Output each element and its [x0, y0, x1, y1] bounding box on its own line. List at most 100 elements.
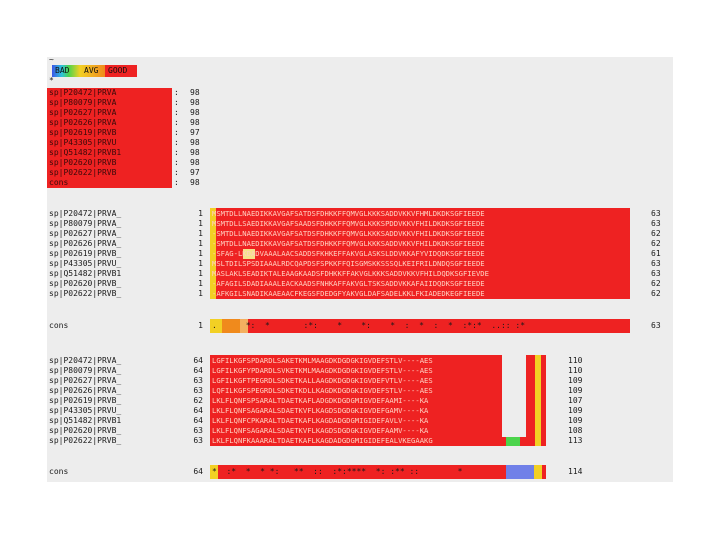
score-row-colon: :: [174, 158, 179, 168]
alignment-row-end: 63: [651, 209, 661, 219]
consensus-end: 63: [651, 321, 661, 331]
alignment-row-start: 63: [187, 376, 203, 386]
alignment-row-end: 109: [568, 416, 582, 426]
alignment-row-end: 107: [568, 396, 582, 406]
alignment-row-name: sp|P02619|PRVB_: [49, 396, 121, 406]
score-row-value: 97: [190, 128, 200, 138]
score-row-value: 98: [190, 108, 200, 118]
alignment-row-name: sp|P02627|PRVA_: [49, 229, 121, 239]
score-row-colon: :: [174, 138, 179, 148]
alignment-row-sequence: LKLFLQNFSAGARALSDAETKVFLKAGDSDGDGKIGVDEF…: [212, 406, 544, 416]
alignment-row-name: sp|P02620|PRVB_: [49, 279, 121, 289]
score-row-colon: :: [174, 118, 179, 128]
alignment-row-end: 108: [568, 426, 582, 436]
alignment-row-end: 62: [651, 239, 661, 249]
alignment-row-start: 63: [187, 436, 203, 446]
alignment-row-start: 62: [187, 396, 203, 406]
alignment-row-name: sp|P20472|PRVA_: [49, 356, 121, 366]
alignment-row-sequence: LKLFLQNFSPSARALTDAETKAFLADGDKDGDGMIGVDEF…: [212, 396, 544, 406]
alignment-row-name: sp|Q51482|PRVB1: [49, 269, 121, 279]
alignment-row-end: 62: [651, 229, 661, 239]
alignment-row-sequence: -SFAG-LKDADVAAALAACSADDSFKHKEFFAKVGLASKS…: [212, 249, 628, 259]
legend-bad-swatch: BAD: [52, 65, 80, 77]
tilde-mark: ~: [49, 57, 54, 65]
alignment-row-start: 1: [187, 209, 203, 219]
alignment-row-name: sp|P02627|PRVA_: [49, 376, 121, 386]
score-row-value: 98: [190, 148, 200, 158]
alignment-row-start: 1: [187, 279, 203, 289]
score-row-value: 97: [190, 168, 200, 178]
alignment-row-start: 64: [187, 416, 203, 426]
alignment-row-sequence: MSMTDLLSAEDIKKAVGAFSAADSFDHKKFFQMVGLKKKS…: [212, 219, 628, 229]
alignment-row-end: 113: [568, 436, 582, 446]
alignment-row-name: sp|Q51482|PRVB1: [49, 416, 121, 426]
alignment-row-sequence: -AFAGILSDADIAAALEACKAADSFNHKAFFAKVGLTSKS…: [212, 279, 628, 289]
star-mark: *: [49, 76, 54, 86]
score-row-name: sp|P02619|PRVB: [49, 128, 116, 138]
alignment-row-end: 62: [651, 289, 661, 299]
alignment-row-sequence: LKLFLQNFKAAARALTDAETKAFLKAGDADGDGMIGIDEF…: [212, 436, 544, 446]
score-row-name: sp|P20472|PRVA: [49, 88, 116, 98]
alignment-row-name: sp|P02622|PRVB_: [49, 436, 121, 446]
alignment-row-start: 1: [187, 249, 203, 259]
alignment-row-start: 64: [187, 356, 203, 366]
alignment-row-end: 109: [568, 406, 582, 416]
alignment-row-name: sp|P02620|PRVB_: [49, 426, 121, 436]
alignment-row-end: 109: [568, 386, 582, 396]
score-row-colon: :: [174, 108, 179, 118]
alignment-row-sequence: LQFILKGFSPEGRDLSDKETKDLLKAGDKDGDGKIGVDEF…: [212, 386, 544, 396]
consensus-start: 1: [187, 321, 203, 331]
alignment-row-end: 62: [651, 279, 661, 289]
score-row-name: cons: [49, 178, 68, 188]
alignment-row-end: 63: [651, 219, 661, 229]
alignment-panel: ~ BAD AVG GOOD * sp|P20472|PRVA: 98 sp|P80…: [47, 57, 673, 482]
score-row-name: sp|P02620|PRVB: [49, 158, 116, 168]
score-row-colon: :: [174, 178, 179, 188]
score-row-name: sp|P02627|PRVA: [49, 108, 116, 118]
alignment-row-start: 1: [187, 239, 203, 249]
alignment-row-sequence: LGFILKGFYPDARDLSVKETKMLMAAGDKDGDGKIGVDEF…: [212, 366, 544, 376]
score-row-name: sp|P43305|PRVU: [49, 138, 116, 148]
alignment-row-end: 61: [651, 249, 661, 259]
alignment-row-sequence: -SMTDLLNAEDIKKAVGAFSATDSFDHKKFFQMVGLKKKS…: [212, 229, 628, 239]
alignment-row-sequence: MSLTDILSPSDIAAALRDCQAPDSFSPKKFFQISGMSKKS…: [212, 259, 628, 269]
alignment-row-end: 110: [568, 366, 582, 376]
alignment-row-name: sp|P02626|PRVA_: [49, 239, 121, 249]
consensus-sequence: * :* * * *: ** :: :*:**** *: :** :: *: [212, 467, 544, 477]
alignment-row-end: 63: [651, 269, 661, 279]
alignment-row-start: 1: [187, 219, 203, 229]
quality-legend: BAD AVG GOOD: [52, 65, 137, 77]
alignment-row-name: sp|P02619|PRVB_: [49, 249, 121, 259]
score-row-colon: :: [174, 128, 179, 138]
consensus-start: 64: [187, 467, 203, 477]
alignment-row-end: 63: [651, 259, 661, 269]
alignment-row-name: sp|P80079|PRVA_: [49, 219, 121, 229]
alignment-row-end: 109: [568, 376, 582, 386]
alignment-row-start: 64: [187, 366, 203, 376]
alignment-row-name: sp|P43305|PRVU_: [49, 259, 121, 269]
alignment-row-sequence: -SMTDLLNAEDIKKAVGAFSATDSFDHKKFFQMVGLKKKS…: [212, 239, 628, 249]
alignment-row-sequence: LKLFLQNFSAGARALSDAETKVFLKAGDSDGDGKIGVDEF…: [212, 426, 544, 436]
score-row-value: 98: [190, 98, 200, 108]
score-row-colon: :: [174, 148, 179, 158]
alignment-row-name: sp|P02626|PRVA_: [49, 386, 121, 396]
legend-good-swatch: GOOD: [105, 65, 137, 77]
alignment-row-name: sp|P80079|PRVA_: [49, 366, 121, 376]
consensus-label: cons: [49, 467, 68, 477]
score-row-value: 98: [190, 88, 200, 98]
alignment-row-start: 1: [187, 269, 203, 279]
score-row-value: 98: [190, 178, 200, 188]
consensus-label: cons: [49, 321, 68, 331]
alignment-row-name: sp|P20472|PRVA_: [49, 209, 121, 219]
alignment-row-sequence: MSMTDLLNAEDIKKAVGAFSATDSFDHKKFFQMVGLKKKS…: [212, 209, 628, 219]
legend-avg-swatch: AVG: [80, 65, 105, 77]
alignment-row-sequence: -AFKGILSNADIKAAEAACFKEGSFDEDGFYAKVGLDAFS…: [212, 289, 628, 299]
score-row-value: 98: [190, 158, 200, 168]
consensus-sequence: . *: * :*: * *: * : * : * :*:* ..:: :*: [212, 321, 628, 331]
alignment-row-end: 110: [568, 356, 582, 366]
alignment-row-start: 64: [187, 406, 203, 416]
alignment-row-name: sp|P43305|PRVU_: [49, 406, 121, 416]
alignment-row-start: 1: [187, 229, 203, 239]
score-row-name: sp|P80079|PRVA: [49, 98, 116, 108]
alignment-row-start: 63: [187, 426, 203, 436]
